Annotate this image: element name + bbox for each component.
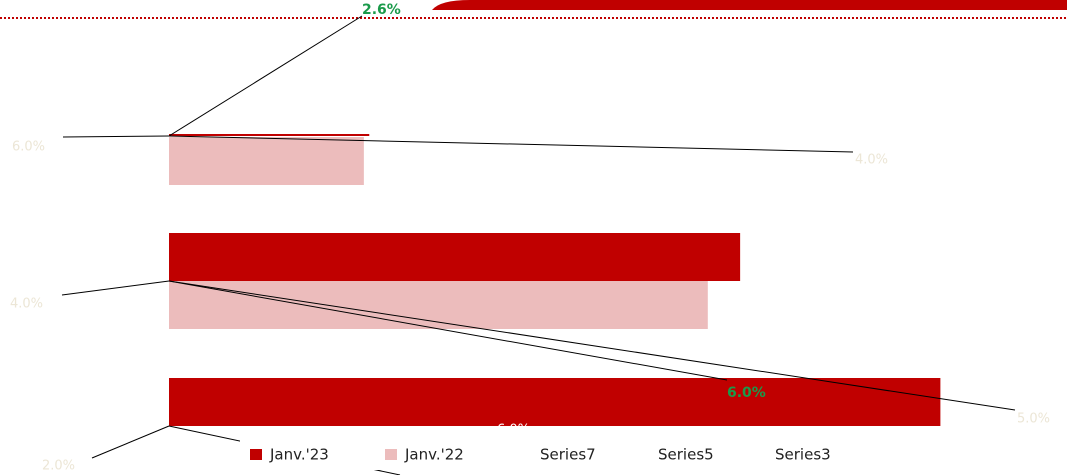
data-label: 6.0% bbox=[12, 140, 45, 155]
bar bbox=[169, 281, 708, 329]
legend-swatch bbox=[250, 449, 262, 460]
data-label: 2.6% bbox=[362, 2, 401, 18]
bar bbox=[169, 233, 741, 281]
legend-swatch bbox=[385, 449, 397, 460]
legend-label: Series7 bbox=[540, 446, 596, 464]
legend-label: Series5 bbox=[658, 446, 714, 464]
leader-line bbox=[168, 280, 728, 381]
header-band bbox=[432, 0, 1067, 10]
legend-label: Series3 bbox=[775, 446, 831, 464]
data-label: 6.0% bbox=[497, 423, 530, 438]
leader-line bbox=[61, 280, 170, 296]
legend-label: Janv.'22 bbox=[404, 446, 464, 464]
legend-background bbox=[240, 440, 860, 470]
bar bbox=[169, 378, 941, 426]
data-label: 2.0% bbox=[42, 459, 75, 474]
data-label: 5.0% bbox=[1017, 412, 1050, 427]
leader-line bbox=[168, 135, 854, 153]
bar bbox=[169, 134, 370, 136]
leader-line bbox=[168, 15, 363, 137]
leader-line bbox=[168, 280, 1016, 411]
legend-label: Janv.'23 bbox=[269, 446, 329, 464]
data-label: 4.0% bbox=[10, 297, 43, 312]
leader-line bbox=[62, 135, 170, 138]
bar bbox=[169, 137, 364, 185]
data-label: 4.0% bbox=[855, 153, 888, 168]
data-label: 6.0% bbox=[727, 385, 766, 401]
leader-line bbox=[91, 425, 170, 459]
